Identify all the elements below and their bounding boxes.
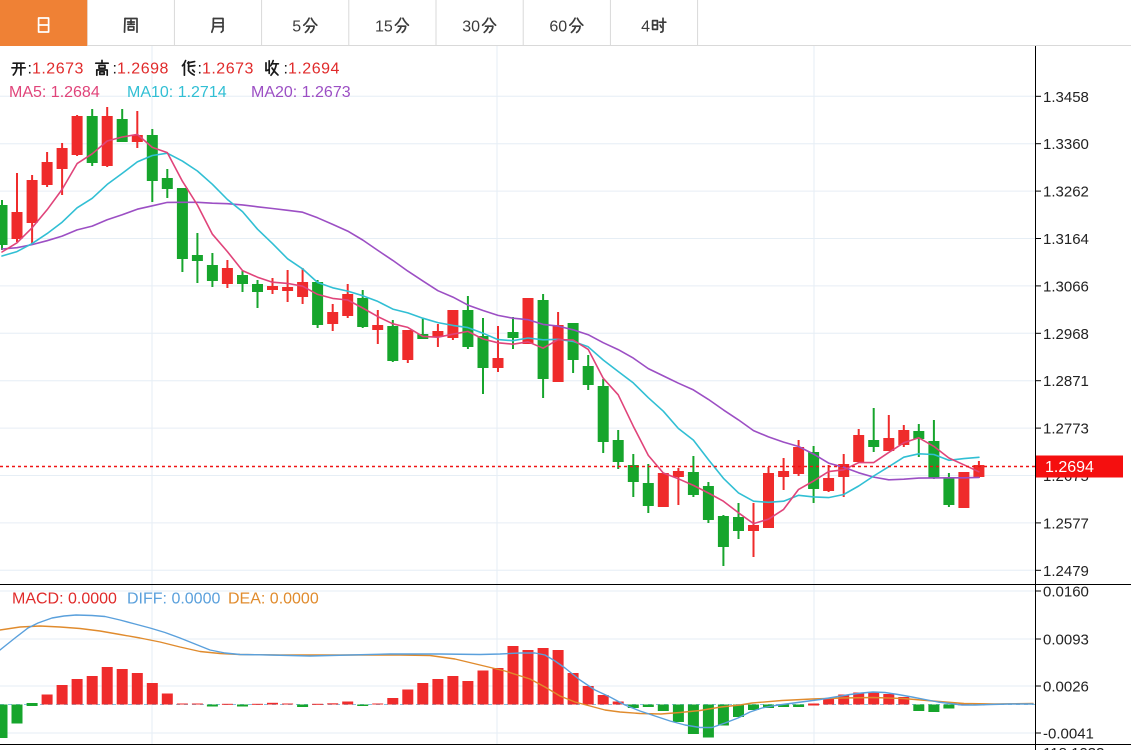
svg-text::1.2694: :1.2694 bbox=[284, 61, 340, 78]
svg-text:1.3066: 1.3066 bbox=[1043, 278, 1089, 295]
svg-text:60: 60 bbox=[549, 19, 567, 36]
svg-text:MA5: 1.2684: MA5: 1.2684 bbox=[9, 84, 100, 101]
svg-text:1.3360: 1.3360 bbox=[1043, 136, 1089, 153]
svg-text:MA10: 1.2714: MA10: 1.2714 bbox=[127, 84, 227, 101]
svg-text:MA20: 1.2673: MA20: 1.2673 bbox=[251, 84, 351, 101]
svg-text:15: 15 bbox=[375, 19, 393, 36]
svg-text:DEA: 0.0000: DEA: 0.0000 bbox=[228, 591, 319, 608]
svg-text:0.0160: 0.0160 bbox=[1043, 584, 1089, 601]
svg-text:1.3262: 1.3262 bbox=[1043, 184, 1089, 201]
svg-text:1.2577: 1.2577 bbox=[1043, 515, 1089, 532]
svg-text:1.3164: 1.3164 bbox=[1043, 231, 1089, 248]
svg-text::1.2673: :1.2673 bbox=[28, 61, 84, 78]
svg-text:30: 30 bbox=[462, 19, 480, 36]
svg-text:1.2694: 1.2694 bbox=[1045, 459, 1094, 476]
svg-text:0.0026: 0.0026 bbox=[1043, 679, 1089, 696]
svg-text::1.2698: :1.2698 bbox=[113, 61, 169, 78]
svg-text::1.2673: :1.2673 bbox=[198, 61, 254, 78]
svg-text:118.1233: 118.1233 bbox=[1043, 745, 1104, 750]
svg-text:1.2968: 1.2968 bbox=[1043, 326, 1089, 343]
svg-text:-0.0041: -0.0041 bbox=[1043, 726, 1094, 743]
svg-text:DIFF: 0.0000: DIFF: 0.0000 bbox=[127, 591, 220, 608]
svg-text:1.2773: 1.2773 bbox=[1043, 421, 1089, 438]
svg-text:MACD: 0.0000: MACD: 0.0000 bbox=[12, 591, 117, 608]
svg-text:4: 4 bbox=[641, 19, 650, 36]
svg-text:1.2479: 1.2479 bbox=[1043, 563, 1089, 580]
svg-text:1.3458: 1.3458 bbox=[1043, 89, 1089, 106]
svg-text:0.0093: 0.0093 bbox=[1043, 632, 1089, 649]
svg-text:1.2871: 1.2871 bbox=[1043, 373, 1089, 390]
svg-text:5: 5 bbox=[292, 19, 301, 36]
